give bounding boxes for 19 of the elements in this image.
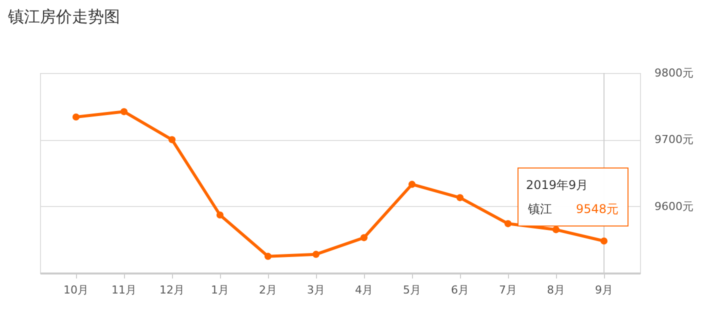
x-tick-label: 5月 [403, 284, 421, 296]
annotation: 2019年9月 [526, 178, 588, 192]
y-tick-label: 9700元 [654, 133, 694, 146]
y-tick-label: 9800元 [654, 66, 694, 80]
data-label: 9548元 [576, 202, 619, 216]
x-tick-label: 9月 [595, 284, 613, 296]
chart-title: 镇江房价走势图 [7, 7, 120, 26]
x-tick-label: 2月 [259, 284, 277, 296]
x-tick-label: 4月 [355, 284, 373, 296]
y-tick-label: 9600元 [654, 200, 694, 213]
series-label: 镇江 [527, 202, 552, 216]
x-tick-label: 10月 [64, 284, 88, 296]
x-tick-label: 7月 [499, 284, 517, 296]
x-tick-label: 8月 [547, 284, 565, 296]
x-tick-label: 3月 [307, 284, 325, 296]
x-tick-label: 12月 [160, 284, 184, 296]
x-tick-label: 1月 [211, 284, 229, 296]
x-tick-label: 11月 [112, 284, 136, 296]
x-tick-label: 6月 [451, 284, 469, 296]
